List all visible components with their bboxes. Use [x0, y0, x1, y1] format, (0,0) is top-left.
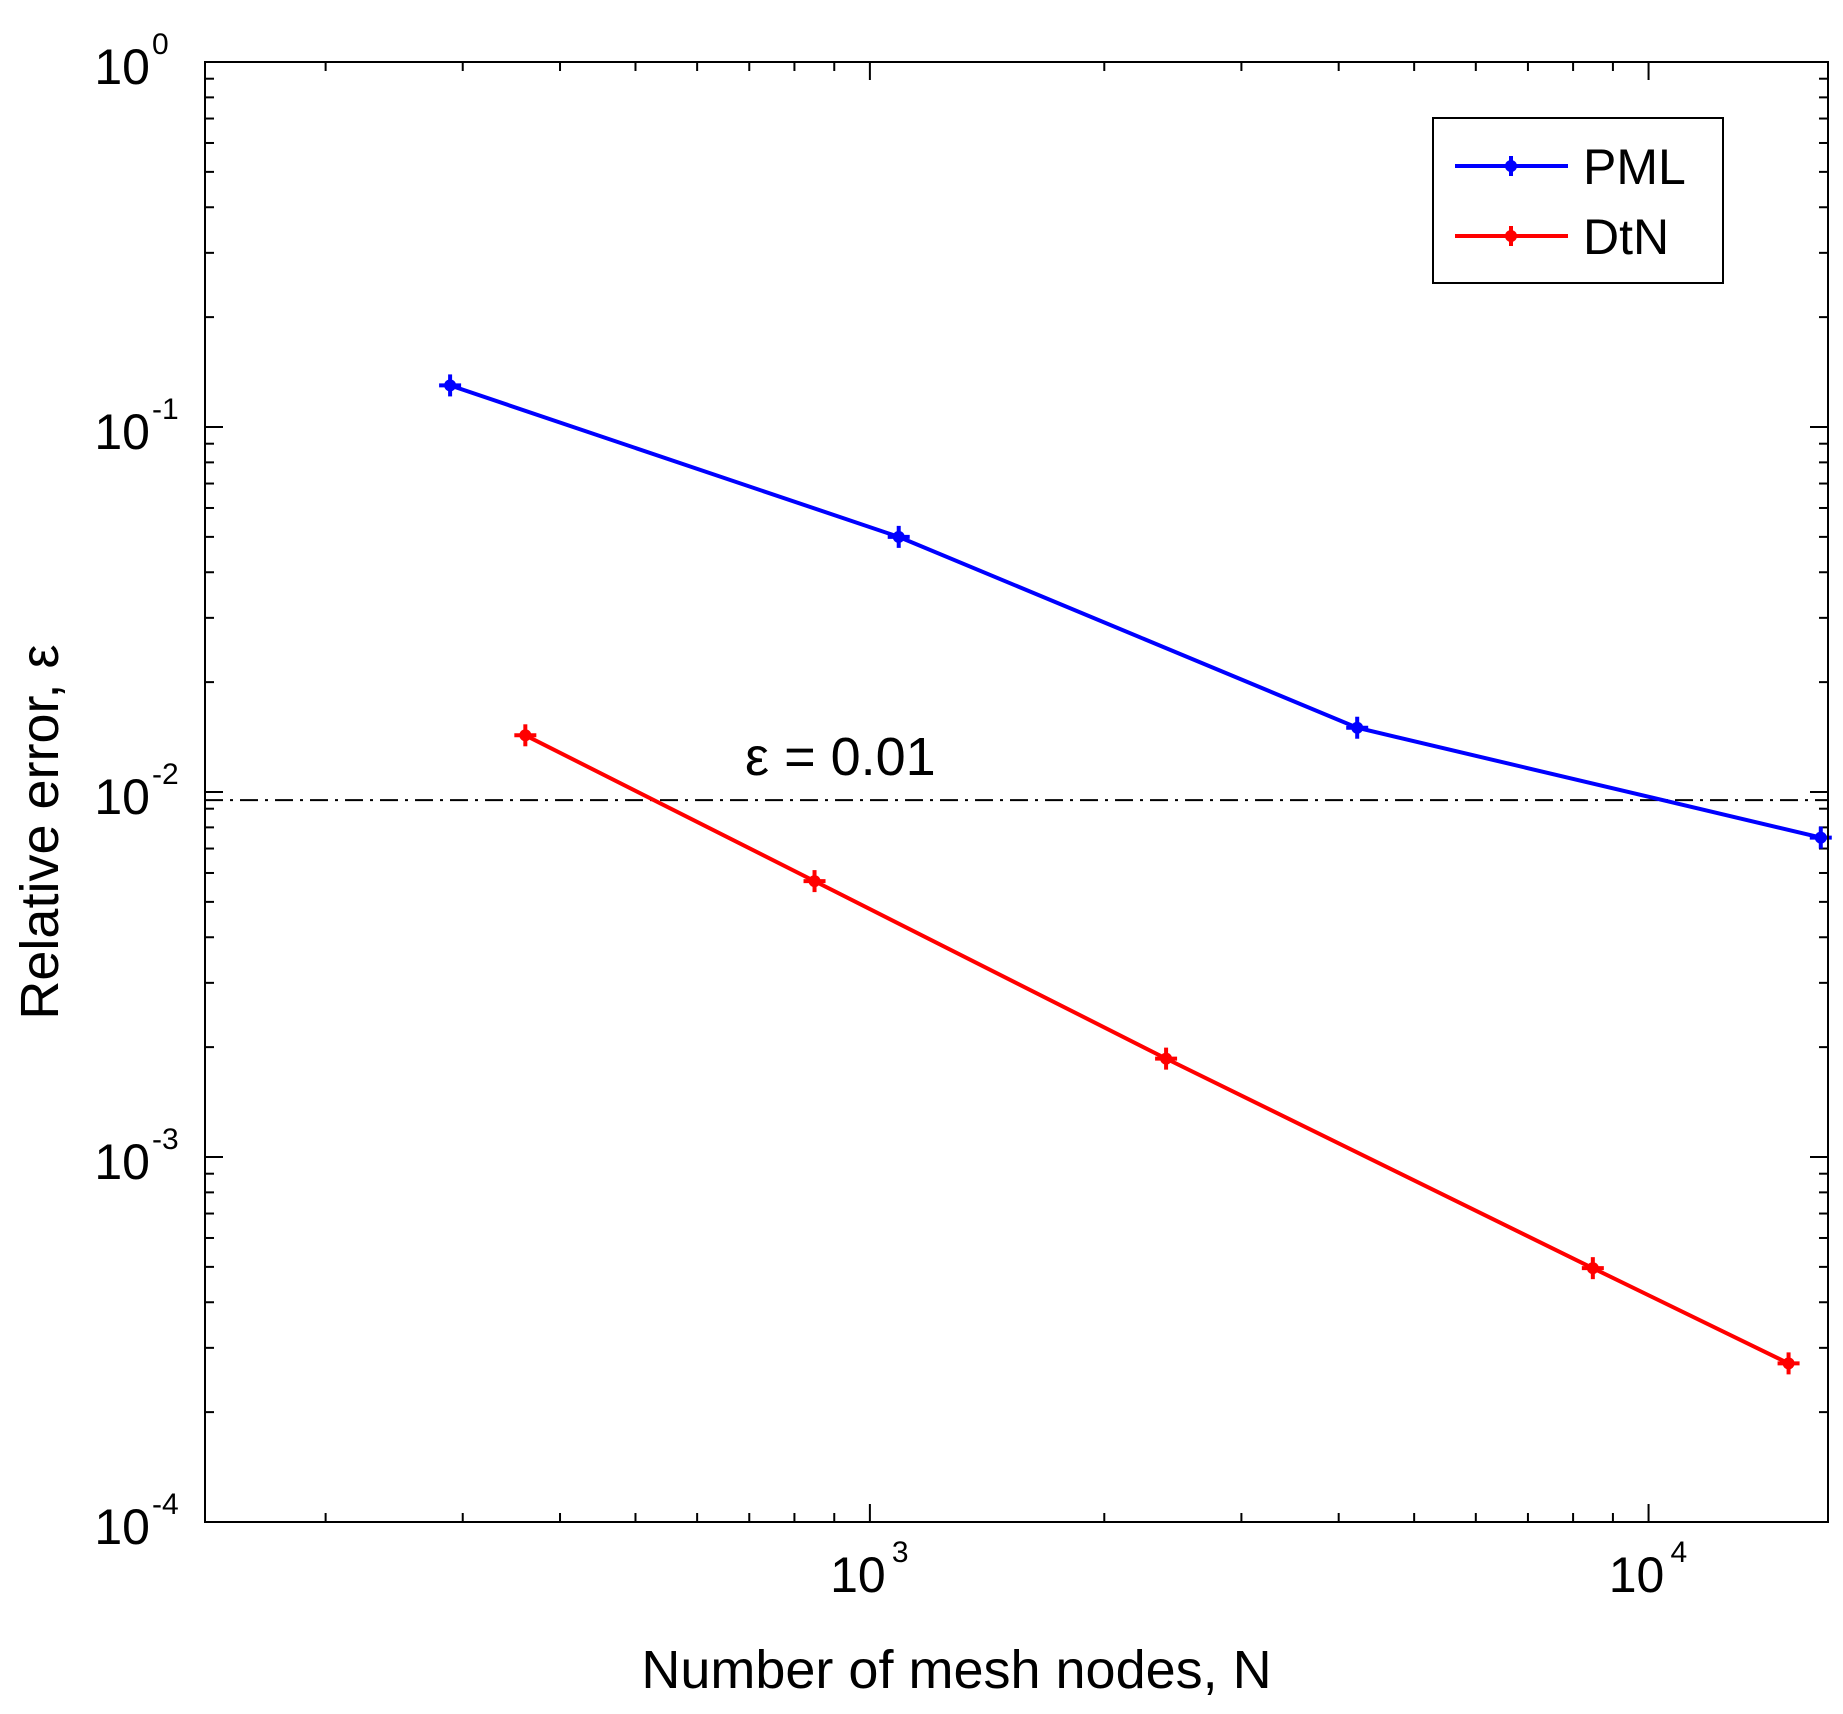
- x-axis-title: Number of mesh nodes, N: [641, 1640, 1271, 1700]
- x-tick-exponent: 3: [892, 1536, 909, 1569]
- data-point-pml: [439, 374, 462, 397]
- y-tick-label: 10: [94, 1499, 150, 1555]
- y-tick-exponent: 0: [152, 28, 169, 61]
- data-point-dtn: [1155, 1047, 1178, 1070]
- legend-label-pml: PML: [1583, 139, 1686, 195]
- legend: PML DtN: [1432, 117, 1724, 284]
- y-axis-title: Relative error, ε: [10, 644, 70, 1019]
- x-tick-exponent: 4: [1671, 1536, 1688, 1569]
- y-tick-label: 10: [94, 769, 150, 825]
- series-line-pml: [449, 383, 1822, 840]
- data-point-pml: [887, 525, 910, 548]
- x-tick-label: 10: [1609, 1547, 1665, 1603]
- y-tick-exponent: -3: [152, 1123, 179, 1156]
- y-tick-label: 10: [94, 1134, 150, 1190]
- legend-item-dtn: DtN: [1455, 209, 1669, 265]
- reference-line-group: ε = 0.01: [205, 727, 1828, 802]
- plot-frame: [204, 61, 1829, 1523]
- tick-labels: 10 3 10 410 010 -110 -210 -310 -4: [94, 28, 1687, 1603]
- data-point-pml: [1809, 826, 1832, 849]
- x-tick-label: 10: [830, 1547, 886, 1603]
- y-tick-label: 10: [94, 39, 150, 95]
- y-tick-label: 10: [94, 404, 150, 460]
- legend-label-dtn: DtN: [1583, 209, 1669, 265]
- y-tick-exponent: -1: [152, 393, 179, 426]
- series-group: [439, 374, 1832, 1375]
- y-tick-exponent: -2: [152, 758, 179, 791]
- data-point-dtn: [1777, 1352, 1800, 1375]
- legend-item-pml: PML: [1455, 139, 1686, 195]
- data-point-pml: [1346, 716, 1369, 739]
- legend-box: [1432, 117, 1724, 284]
- reference-annotation: ε = 0.01: [745, 727, 936, 787]
- data-point-dtn: [803, 870, 826, 893]
- data-point-dtn: [1581, 1257, 1604, 1280]
- y-tick-exponent: -4: [152, 1488, 179, 1521]
- data-point-dtn: [514, 724, 537, 747]
